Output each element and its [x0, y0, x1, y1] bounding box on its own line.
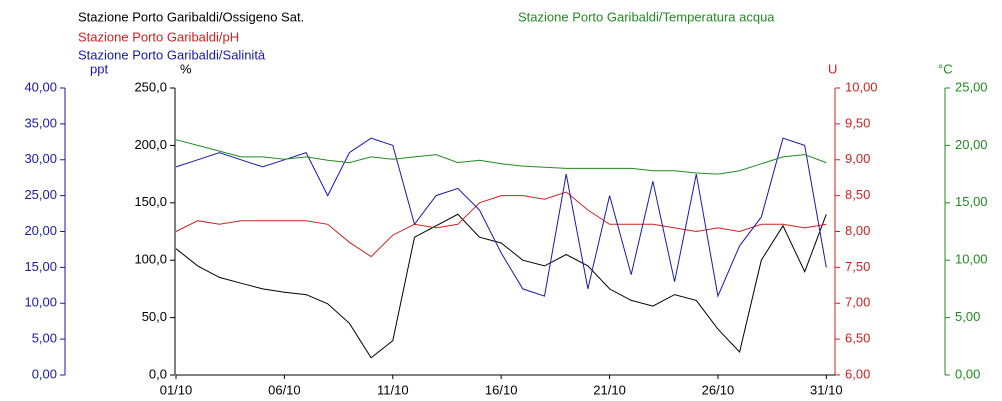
- y-tick-label: 6,50: [845, 331, 870, 346]
- x-tick-label: 06/10: [268, 382, 301, 397]
- y-tick-label: 9,50: [845, 115, 870, 130]
- y-tick-label: 15,00: [955, 194, 988, 209]
- y-tick-label: 0,00: [32, 366, 57, 381]
- y-tick-label: 10,00: [955, 252, 988, 267]
- axis-unit: U: [828, 61, 837, 76]
- y-tick-label: 5,00: [955, 309, 980, 324]
- series-line: [175, 139, 827, 175]
- legend-entry: Stazione Porto Garibaldi/pH: [78, 29, 239, 44]
- y-tick-label: 30,00: [24, 151, 57, 166]
- legend-entry: Stazione Porto Garibaldi/Ossigeno Sat.: [78, 9, 304, 24]
- y-tick-label: 8,00: [845, 223, 870, 238]
- y-tick-label: 0,0: [149, 366, 167, 381]
- series-line: [175, 137, 827, 298]
- x-tick-label: 01/10: [160, 382, 193, 397]
- y-tick-label: 6,00: [845, 366, 870, 381]
- legend-entry: Stazione Porto Garibaldi/Salinità: [78, 47, 266, 62]
- y-tick-label: 0,00: [955, 366, 980, 381]
- y-tick-label: 7,50: [845, 259, 870, 274]
- y-tick-label: 10,00: [845, 79, 878, 94]
- y-tick-label: 10,00: [24, 295, 57, 310]
- y-tick-label: 8,50: [845, 187, 870, 202]
- y-tick-label: 25,00: [955, 79, 988, 94]
- y-tick-label: 40,00: [24, 79, 57, 94]
- y-tick-label: 20,00: [24, 223, 57, 238]
- y-tick-label: 5,00: [32, 331, 57, 346]
- y-tick-label: 250,0: [134, 79, 167, 94]
- x-tick-label: 16/10: [485, 382, 518, 397]
- x-tick-label: 21/10: [593, 382, 626, 397]
- y-tick-label: 7,00: [845, 295, 870, 310]
- axis-unit: %: [180, 61, 192, 76]
- y-tick-label: 50,0: [142, 309, 167, 324]
- legend-entry: Stazione Porto Garibaldi/Temperatura acq…: [518, 9, 775, 24]
- x-tick-label: 11/10: [377, 382, 409, 397]
- y-tick-label: 9,00: [845, 151, 870, 166]
- axis-unit: °C: [938, 61, 953, 76]
- x-tick-label: 26/10: [702, 382, 735, 397]
- y-tick-label: 100,0: [134, 252, 167, 267]
- y-tick-label: 200,0: [134, 137, 167, 152]
- series-line: [175, 191, 827, 258]
- y-tick-label: 150,0: [134, 194, 167, 209]
- x-tick-label: 31/10: [810, 382, 843, 397]
- series-line: [175, 213, 827, 359]
- y-tick-label: 35,00: [24, 115, 57, 130]
- y-tick-label: 20,00: [955, 137, 988, 152]
- y-tick-label: 15,00: [24, 259, 57, 274]
- y-tick-label: 25,00: [24, 187, 57, 202]
- axis-unit: ppt: [90, 61, 108, 76]
